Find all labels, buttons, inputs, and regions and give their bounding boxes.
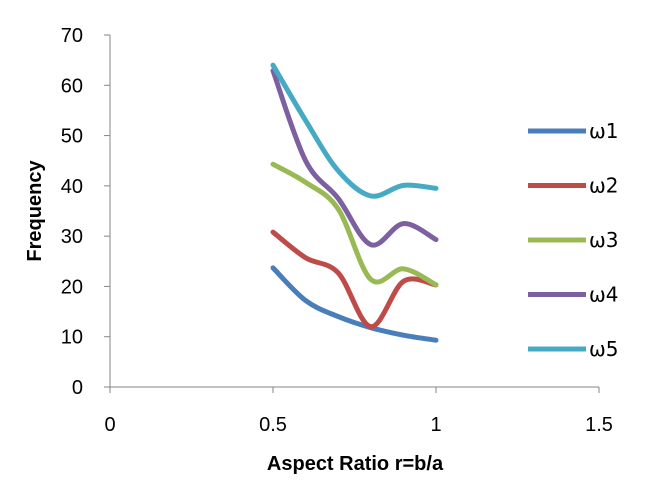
series-line-w4	[270, 68, 439, 248]
y-tick-label: 0	[72, 377, 83, 399]
legend-label-w3: ω3	[589, 228, 618, 252]
y-tick-label: 40	[61, 176, 83, 198]
axes	[109, 35, 599, 388]
x-tick-label: 0	[104, 414, 115, 436]
y-tick-label: 50	[61, 126, 83, 148]
series-line-w5	[270, 62, 439, 199]
y-tick-label: 20	[61, 276, 83, 298]
legend-label-w1: ω1	[589, 119, 618, 143]
series-line-w1	[270, 265, 439, 343]
legend-label-w4: ω4	[589, 283, 618, 307]
y-tick-label: 10	[61, 327, 83, 349]
legend-label-w2: ω2	[589, 174, 618, 198]
y-tick-label: 30	[61, 226, 83, 248]
x-tick-label: 1.5	[585, 414, 613, 436]
x-tick-label: 1	[430, 414, 441, 436]
series-group	[270, 62, 439, 343]
y-axis-title: Frequency	[24, 160, 46, 262]
legend-label-w5: ω5	[589, 337, 618, 361]
x-axis-title: Aspect Ratio r=b/a	[267, 453, 444, 475]
series-line-w3	[270, 161, 439, 288]
x-ticks: 0 0.5 1 1.5	[104, 387, 613, 436]
x-tick-label: 0.5	[259, 414, 287, 436]
y-tick-label: 60	[61, 75, 83, 97]
series-line-w2	[270, 229, 439, 330]
y-tick-label: 70	[61, 25, 83, 47]
y-ticks: 0 10 20 30 40 50 60 70	[61, 25, 110, 399]
legend: ω1 ω2 ω3 ω4 ω5	[528, 119, 618, 361]
